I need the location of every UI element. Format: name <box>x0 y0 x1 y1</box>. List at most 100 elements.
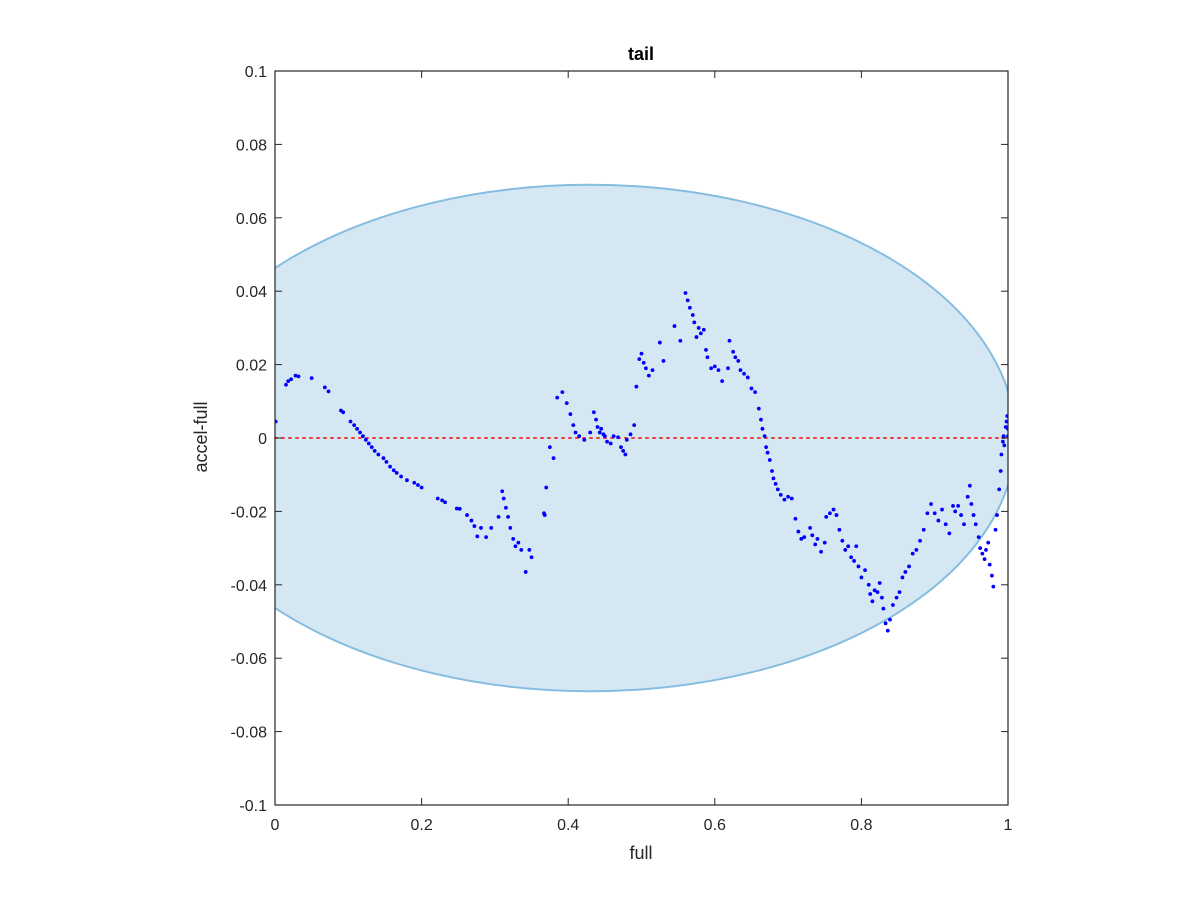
data-point <box>355 426 359 431</box>
data-point <box>870 599 875 604</box>
data-point <box>910 551 915 556</box>
data-point <box>973 522 978 527</box>
data-point <box>709 366 714 371</box>
data-point <box>753 390 758 395</box>
data-point <box>883 621 888 626</box>
data-point <box>875 590 880 595</box>
data-point <box>995 513 999 517</box>
chart-title: tail <box>628 44 654 64</box>
data-point <box>940 507 944 512</box>
data-point <box>454 506 459 511</box>
data-point <box>571 423 576 428</box>
data-point <box>506 515 510 519</box>
data-point <box>1005 414 1008 418</box>
data-point <box>782 497 787 502</box>
data-point <box>500 489 505 494</box>
data-point <box>936 518 941 523</box>
data-point <box>997 487 1002 492</box>
data-point <box>742 371 747 376</box>
data-point <box>831 507 836 512</box>
data-point <box>643 366 648 371</box>
data-point <box>503 505 508 510</box>
data-point <box>759 417 763 422</box>
data-point <box>962 522 966 527</box>
data-point <box>822 540 827 545</box>
data-point <box>999 452 1004 457</box>
data-point <box>516 540 521 545</box>
data-point <box>544 485 549 490</box>
data-point <box>322 385 327 390</box>
data-point <box>810 533 815 538</box>
x-tick-label: 0 <box>271 817 280 834</box>
data-point <box>932 511 937 516</box>
data-point <box>903 570 908 574</box>
data-point <box>472 524 477 528</box>
data-point <box>834 513 839 517</box>
data-point <box>815 537 820 541</box>
data-point <box>980 551 985 556</box>
data-point <box>943 522 948 527</box>
data-point <box>293 373 298 378</box>
data-point <box>694 335 699 339</box>
data-point <box>363 437 368 442</box>
data-point <box>929 502 933 506</box>
data-point <box>749 386 754 391</box>
data-point <box>435 496 440 501</box>
y-tick-label: 0.02 <box>236 358 267 375</box>
data-point <box>376 452 381 457</box>
data-point <box>309 376 314 381</box>
data-points <box>275 291 1008 633</box>
data-point <box>361 434 365 439</box>
data-point <box>799 537 804 541</box>
data-point <box>529 555 534 560</box>
data-point <box>705 355 710 360</box>
data-point <box>998 469 1003 473</box>
data-point <box>289 377 294 382</box>
data-point <box>720 379 725 384</box>
data-point <box>634 384 639 389</box>
data-point <box>1001 434 1006 439</box>
data-point <box>341 410 346 415</box>
data-point <box>692 320 697 325</box>
data-point <box>733 355 738 360</box>
data-point <box>619 445 623 450</box>
data-point <box>808 526 812 530</box>
x-axis-label: full <box>629 843 652 863</box>
data-point <box>764 445 769 450</box>
data-point <box>897 590 902 595</box>
data-point <box>704 348 708 352</box>
data-point <box>577 434 582 439</box>
data-point <box>623 452 628 457</box>
data-point <box>621 448 626 453</box>
data-point <box>508 526 513 530</box>
data-point <box>881 606 886 611</box>
data-point <box>602 434 607 439</box>
data-point <box>846 544 851 549</box>
data-point <box>479 526 483 530</box>
data-point <box>894 595 899 600</box>
data-point <box>918 538 922 543</box>
data-point <box>687 305 692 310</box>
data-point <box>369 445 374 450</box>
data-point <box>696 326 701 330</box>
data-point <box>523 570 528 574</box>
data-point <box>731 349 736 354</box>
data-point <box>412 480 417 485</box>
data-point <box>381 456 386 461</box>
data-point <box>366 441 371 446</box>
data-point <box>813 542 818 547</box>
data-point <box>475 534 480 539</box>
data-point <box>405 478 409 483</box>
data-point <box>982 557 987 562</box>
data-point <box>959 513 963 517</box>
data-point <box>384 459 389 464</box>
data-point <box>519 548 524 552</box>
data-point <box>646 373 651 378</box>
data-point <box>965 494 970 499</box>
data-point <box>796 529 801 534</box>
data-point <box>866 582 871 587</box>
data-point <box>440 498 445 503</box>
axes: 0 0.2 0.4 0.6 0.8 1 -0.1 -0.08 -0.06 -0.04 -0.02 0 0… <box>231 64 1013 834</box>
data-point <box>840 538 845 543</box>
